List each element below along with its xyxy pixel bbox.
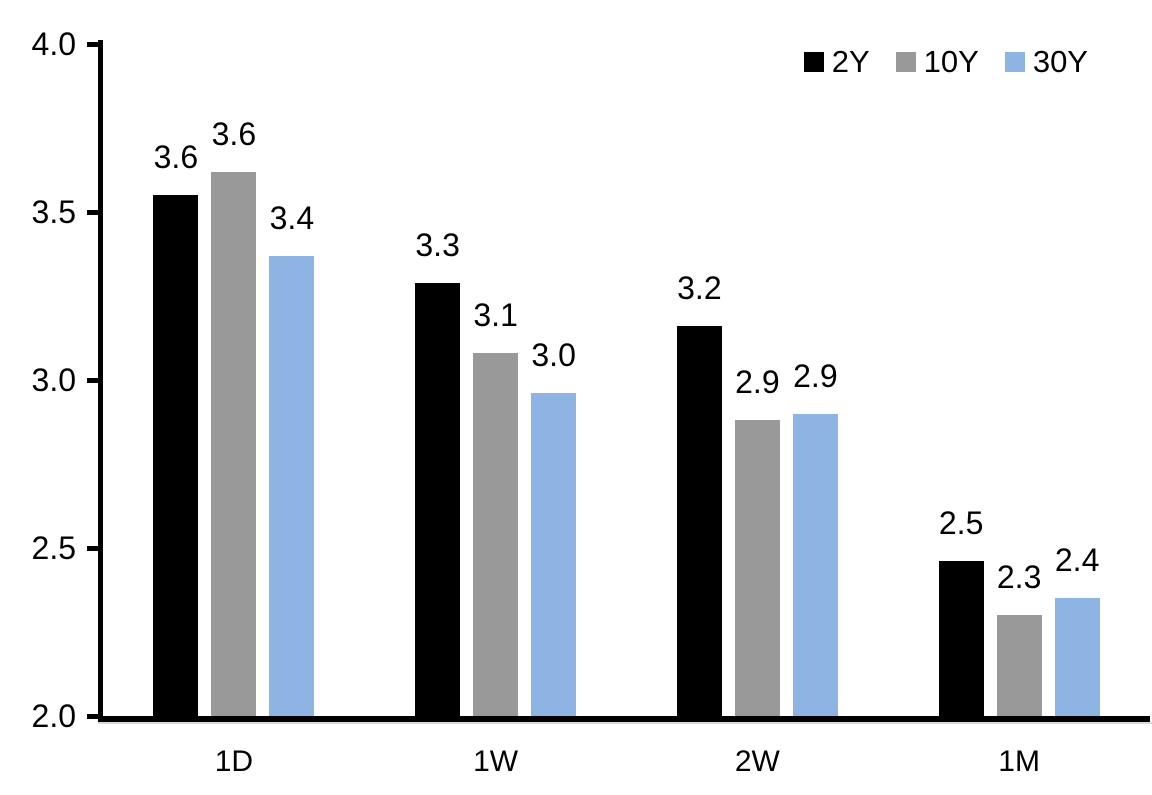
legend-swatch-2y-icon (803, 52, 824, 72)
legend: 2Y 10Y 30Y (803, 44, 1088, 79)
value-label-10y-2w: 2.9 (735, 364, 780, 401)
x-axis-line (98, 716, 1150, 722)
legend-swatch-30y-icon (1004, 52, 1025, 72)
bar-2y-1w (415, 282, 461, 716)
bar-30y-1d (269, 255, 315, 716)
x-axis-label-1w: 1W (473, 745, 519, 778)
bar-10y-1m (996, 615, 1042, 716)
y-axis-label-4.0: 4.0 (31, 26, 76, 62)
legend-label-2y: 2Y (831, 44, 870, 79)
y-axis-tick-4.0 (87, 41, 103, 47)
value-label-2y-1w: 3.3 (415, 226, 460, 263)
bar-10y-1w (473, 353, 519, 716)
bar-30y-1w (531, 393, 577, 716)
x-axis-label-1m: 1M (998, 745, 1040, 778)
bar-2y-2w (676, 326, 722, 716)
y-axis-tick-2.5 (87, 545, 103, 551)
y-axis-tick-3.5 (87, 209, 103, 215)
bar-30y-1m (1054, 598, 1100, 716)
y-axis-label-3.0: 3.0 (31, 362, 76, 398)
value-label-10y-1m: 2.3 (996, 559, 1042, 596)
value-label-30y-2w: 2.9 (793, 357, 838, 394)
value-label-30y-1d: 3.4 (269, 199, 315, 236)
legend-label-30y: 30Y (1032, 44, 1088, 79)
legend-item-2y: 2Y (803, 44, 870, 79)
y-axis-tick-3.0 (87, 377, 103, 383)
bar-30y-2w (792, 413, 838, 716)
legend-label-10y: 10Y (923, 44, 979, 79)
y-axis-tick-2.0 (87, 713, 103, 719)
bar-2y-1m (938, 561, 984, 716)
value-label-2y-2w: 3.2 (677, 270, 722, 307)
bar-10y-1d (211, 171, 257, 716)
y-axis-label-2.0: 2.0 (31, 698, 76, 734)
value-label-2y-1d: 3.6 (153, 139, 199, 176)
value-label-10y-1w: 3.1 (473, 297, 518, 334)
y-axis-label-3.5: 3.5 (31, 194, 76, 230)
y-axis-label-2.5: 2.5 (31, 530, 76, 566)
legend-swatch-10y-icon (895, 52, 916, 72)
x-axis-label-2w: 2W (734, 745, 780, 778)
x-axis-underline (98, 722, 1152, 724)
bar-10y-2w (734, 420, 780, 716)
legend-item-30y: 30Y (1004, 44, 1088, 79)
value-label-10y-1d: 3.6 (211, 115, 257, 152)
x-axis-label-1d: 1D (214, 745, 254, 778)
bar-2y-1d (153, 195, 199, 716)
legend-item-10y: 10Y (895, 44, 979, 79)
value-label-30y-1w: 3.0 (531, 337, 576, 374)
value-label-30y-1m: 2.4 (1054, 542, 1100, 579)
value-label-2y-1m: 2.5 (938, 505, 984, 542)
